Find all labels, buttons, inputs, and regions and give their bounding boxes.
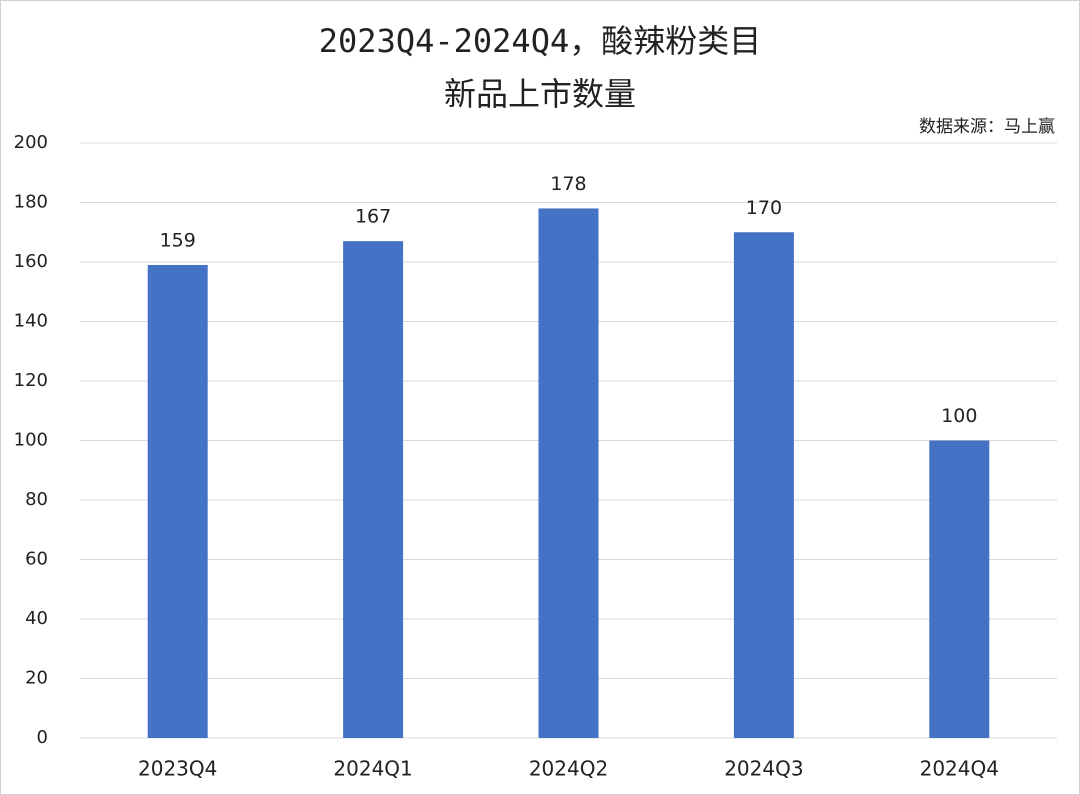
y-tick-label: 140 bbox=[14, 311, 48, 332]
source-note: 数据来源：马上赢 bbox=[919, 117, 1055, 137]
y-tick-label: 20 bbox=[25, 668, 48, 689]
y-tick-label: 40 bbox=[25, 608, 48, 629]
chart-title: 2023Q4-2024Q4，酸辣粉类目 bbox=[319, 22, 761, 60]
chart-subtitle: 新品上市数量 bbox=[444, 75, 636, 113]
x-tick-label: 2023Q4 bbox=[138, 757, 217, 781]
y-tick-label: 100 bbox=[14, 430, 48, 451]
y-tick-label: 200 bbox=[14, 132, 48, 153]
x-tick-label: 2024Q1 bbox=[333, 757, 412, 781]
y-tick-label: 120 bbox=[14, 370, 48, 391]
bar bbox=[147, 264, 208, 738]
value-label: 178 bbox=[550, 173, 586, 195]
x-tick-label: 2024Q4 bbox=[920, 757, 999, 781]
y-tick-label: 60 bbox=[25, 549, 48, 570]
value-label: 100 bbox=[941, 405, 977, 427]
x-tick-label: 2024Q3 bbox=[724, 757, 803, 781]
value-label: 159 bbox=[160, 229, 196, 251]
y-tick-label: 180 bbox=[14, 192, 48, 213]
value-label: 170 bbox=[746, 197, 782, 219]
bar bbox=[733, 232, 794, 738]
bar bbox=[538, 208, 599, 738]
y-tick-label: 0 bbox=[37, 727, 48, 748]
x-tick-label: 2024Q2 bbox=[529, 757, 608, 781]
y-tick-label: 160 bbox=[14, 251, 48, 272]
bar bbox=[343, 241, 404, 739]
value-label: 167 bbox=[355, 206, 391, 228]
bar bbox=[929, 440, 990, 738]
y-tick-label: 80 bbox=[25, 489, 48, 510]
